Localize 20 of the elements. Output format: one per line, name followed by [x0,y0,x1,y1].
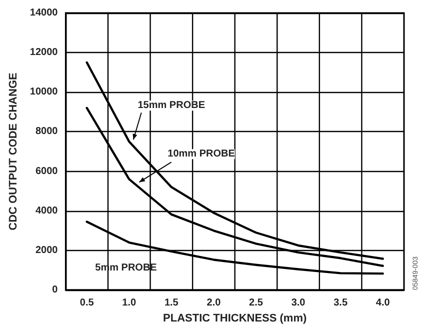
x-tick-label: 1.5 [164,298,179,308]
x-tick-label: 2.5 [249,298,264,308]
y-tick-label: 14000 [30,8,58,18]
y-axis-title: CDC OUTPUT CODE CHANGE [8,72,20,230]
y-tick-label: 10000 [30,86,58,98]
x-tick-label: 3.5 [334,298,348,308]
y-tick-label: 2000 [35,244,58,256]
y-tick-label: 6000 [35,166,58,177]
y-tick-label: 0 [52,284,58,296]
annotation: 15mm PROBE [138,100,206,112]
y-tick-label: 12000 [30,47,58,58]
x-axis-title: PLASTIC THICKNESS (mm) [163,312,307,324]
y-tick-label: 4000 [35,205,58,216]
y-tick-label: 8000 [35,126,58,138]
text: 4.0 [376,298,390,308]
text: 1.0 [122,298,136,308]
annotation: 10mm PROBE [168,148,236,160]
text: 2.0 [206,298,221,308]
text: 3.0 [291,298,306,308]
x-tick-label: 0.5 [80,298,94,308]
